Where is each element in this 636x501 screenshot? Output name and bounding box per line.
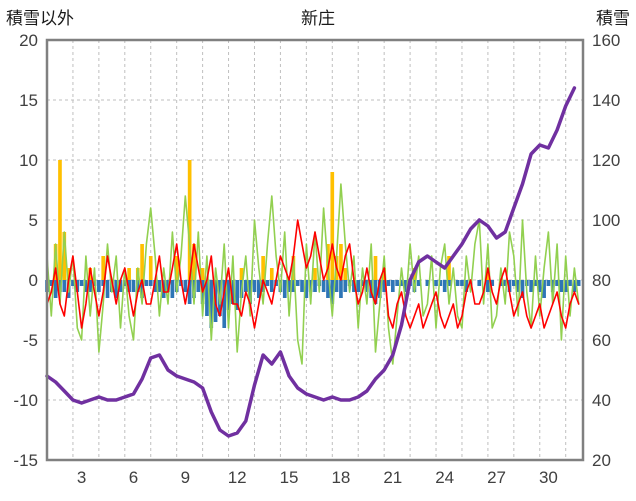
left-axis-title: 積雪以外 (6, 9, 74, 28)
svg-text:20: 20 (592, 451, 611, 470)
svg-text:120: 120 (592, 151, 620, 170)
svg-text:160: 160 (592, 31, 620, 50)
svg-text:-5: -5 (23, 331, 38, 350)
svg-text:80: 80 (592, 271, 611, 290)
svg-text:30: 30 (539, 468, 558, 487)
svg-text:3: 3 (77, 468, 86, 487)
svg-text:5: 5 (29, 211, 38, 230)
svg-text:40: 40 (592, 391, 611, 410)
svg-text:15: 15 (280, 468, 299, 487)
svg-text:12: 12 (228, 468, 247, 487)
right-axis-title: 積雪 (596, 9, 630, 28)
svg-text:27: 27 (487, 468, 506, 487)
svg-text:100: 100 (592, 211, 620, 230)
svg-text:140: 140 (592, 91, 620, 110)
svg-text:18: 18 (331, 468, 350, 487)
svg-text:20: 20 (19, 31, 38, 50)
chart-title: 新庄 (301, 9, 335, 28)
svg-text:-15: -15 (13, 451, 38, 470)
svg-text:9: 9 (181, 468, 190, 487)
svg-text:60: 60 (592, 331, 611, 350)
svg-text:21: 21 (383, 468, 402, 487)
svg-text:15: 15 (19, 91, 38, 110)
svg-text:-10: -10 (13, 391, 38, 410)
svg-text:24: 24 (435, 468, 454, 487)
svg-text:0: 0 (29, 271, 38, 290)
svg-text:6: 6 (129, 468, 138, 487)
svg-text:10: 10 (19, 151, 38, 170)
